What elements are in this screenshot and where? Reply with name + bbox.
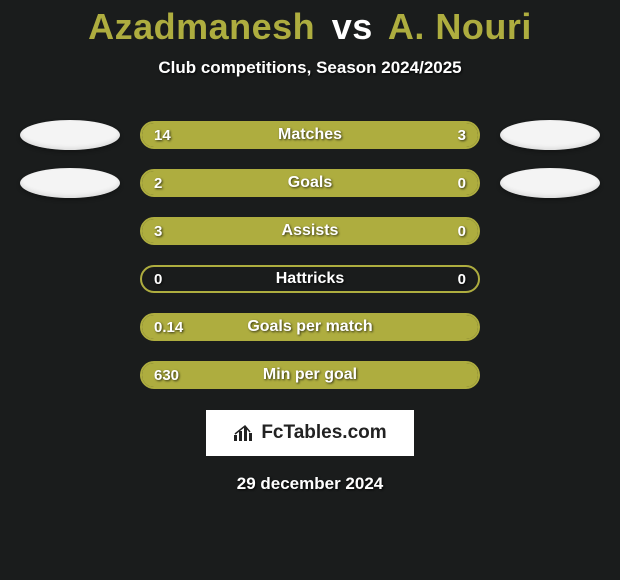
snapshot-date: 29 december 2024 (237, 474, 384, 494)
stat-value-left: 0.14 (154, 315, 183, 339)
player1-badge (20, 120, 120, 150)
stat-value-right: 0 (458, 171, 466, 195)
player2-name: A. Nouri (388, 6, 532, 47)
stat-rows: Matches143Goals20Assists30Hattricks00Goa… (0, 120, 620, 390)
logo-bars-icon (233, 423, 255, 443)
subtitle: Club competitions, Season 2024/2025 (158, 58, 461, 78)
stat-bar: Assists3 0 (140, 217, 480, 245)
stat-bar: Goals2 0 (140, 169, 480, 197)
player1-badge (20, 168, 120, 198)
stat-row: Goals2 0 (0, 168, 620, 198)
logo-suffix: .com (342, 422, 386, 443)
stat-row: Assists3 0 (0, 216, 620, 246)
stat-label: Goals per match (142, 315, 478, 339)
fctables-logo[interactable]: FcTables.com (206, 410, 414, 456)
stat-label: Goals (142, 171, 478, 195)
logo-prefix: Fc (261, 422, 283, 443)
stat-value-left: 630 (154, 363, 179, 387)
player2-badge (500, 168, 600, 198)
player2-badge (500, 120, 600, 150)
page-title: Azadmanesh vs A. Nouri (88, 6, 532, 48)
stat-row: Matches14 3 (0, 120, 620, 150)
stat-bar: Goals per match0.14 (140, 313, 480, 341)
player1-name: Azadmanesh (88, 6, 315, 47)
stat-row: Goals per match0.14 (0, 312, 620, 342)
stat-label: Min per goal (142, 363, 478, 387)
stat-value-right: 0 (458, 267, 466, 291)
stat-value-left: 2 (154, 171, 162, 195)
stat-bar: Hattricks0 0 (140, 265, 480, 293)
stat-bar: Matches14 3 (140, 121, 480, 149)
stat-bar: Min per goal630 (140, 361, 480, 389)
stat-label: Matches (142, 123, 478, 147)
stat-value-left: 0 (154, 267, 162, 291)
stat-row: Min per goal630 (0, 360, 620, 390)
stat-value-left: 3 (154, 219, 162, 243)
vs-label: vs (332, 6, 373, 47)
stat-label: Assists (142, 219, 478, 243)
stat-label: Hattricks (142, 267, 478, 291)
stat-value-right: 0 (458, 219, 466, 243)
comparison-card: Azadmanesh vs A. Nouri Club competitions… (0, 0, 620, 494)
logo-text: FcTables.com (261, 422, 386, 444)
stat-value-left: 14 (154, 123, 171, 147)
logo-main: Tables (284, 422, 343, 443)
stat-row: Hattricks0 0 (0, 264, 620, 294)
stat-value-right: 3 (458, 123, 466, 147)
